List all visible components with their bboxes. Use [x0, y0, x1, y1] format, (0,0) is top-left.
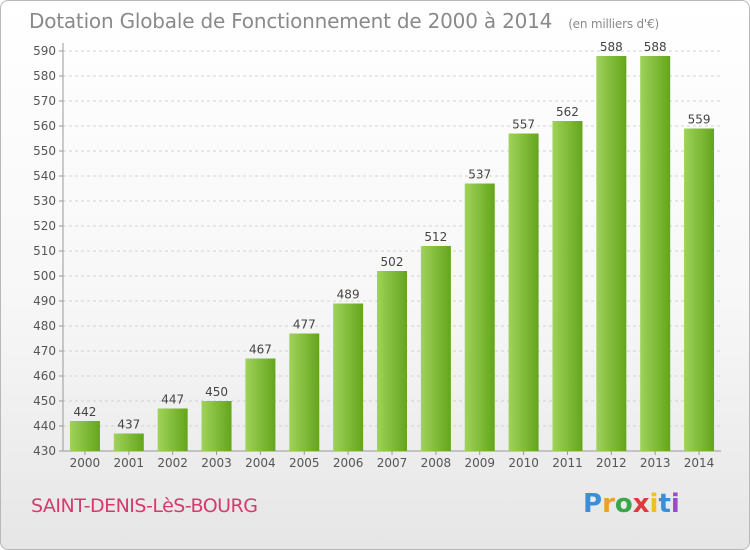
x-tick-label: 2005: [289, 456, 320, 470]
x-tick-label: 2011: [552, 456, 583, 470]
bar: [69, 421, 100, 451]
y-tick-label: 460: [33, 369, 56, 383]
logo-letter: i: [649, 489, 659, 519]
bar: [508, 133, 539, 451]
y-tick-label: 540: [33, 169, 56, 183]
x-tick-label: 2008: [421, 456, 452, 470]
y-tick-label: 520: [33, 219, 56, 233]
value-label: 477: [293, 318, 316, 332]
y-tick-label: 560: [33, 119, 56, 133]
chart-unit: (en milliers d'€): [568, 17, 659, 31]
value-label: 442: [73, 405, 96, 419]
logo-letter: i: [670, 489, 680, 519]
value-label: 450: [205, 385, 228, 399]
bar: [464, 183, 495, 451]
x-tick-label: 2006: [333, 456, 364, 470]
value-label: 467: [249, 343, 272, 357]
value-label: 588: [644, 40, 667, 54]
y-tick-label: 450: [33, 394, 56, 408]
value-label: 562: [556, 105, 579, 119]
chart-title: Dotation Globale de Fonctionnement de 20…: [29, 9, 659, 33]
logo-letter: o: [614, 489, 633, 519]
bar: [377, 271, 407, 451]
y-tick-label: 500: [33, 269, 56, 283]
logo-letter: r: [602, 489, 615, 519]
y-tick-label: 490: [33, 294, 56, 308]
bar: [201, 401, 232, 451]
bar: [552, 121, 583, 451]
logo-letter: P: [583, 489, 603, 519]
y-tick-label: 590: [33, 44, 56, 58]
y-tick-label: 440: [33, 419, 56, 433]
bars: [69, 56, 715, 451]
value-label: 489: [337, 288, 360, 302]
value-labels: 442 437 447 450 467 477 489 502 512 537 557 562 588 5…: [73, 40, 710, 432]
x-tick-label: 2000: [70, 456, 101, 470]
bar: [684, 128, 715, 451]
bar: [245, 358, 276, 451]
y-tick-labels: 430 440 450 460 470 480 490 500 510 520 530 540 550 5…: [33, 44, 56, 458]
y-tick-label: 430: [33, 444, 56, 458]
x-tick-label: 2004: [245, 456, 276, 470]
bar: [640, 56, 671, 451]
bar: [333, 303, 364, 451]
x-tick-label: 2007: [377, 456, 408, 470]
bar: [596, 56, 627, 451]
chart-title-text: Dotation Globale de Fonctionnement de 20…: [29, 9, 553, 33]
value-label: 447: [161, 393, 184, 407]
proxiti-logo: Proxiti: [583, 489, 680, 519]
logo-letter: x: [632, 489, 650, 519]
x-tick-label: 2014: [684, 456, 715, 470]
x-tick-label: 2001: [114, 456, 145, 470]
x-tick-labels: 2000 2001 2002 2003 2004 2005 2006 2007 2008 2009…: [70, 456, 715, 470]
value-label: 557: [512, 118, 535, 132]
bar: [157, 408, 188, 451]
y-tick-label: 530: [33, 194, 56, 208]
x-tick-label: 2003: [201, 456, 232, 470]
y-tick-label: 570: [33, 94, 56, 108]
x-tick-label: 2013: [640, 456, 671, 470]
y-tick-label: 510: [33, 244, 56, 258]
x-tick-label: 2012: [596, 456, 627, 470]
x-tick-label: 2009: [464, 456, 495, 470]
y-tick-label: 480: [33, 319, 56, 333]
y-tick-label: 470: [33, 344, 56, 358]
value-label: 537: [468, 168, 491, 182]
value-label: 559: [688, 113, 711, 127]
value-label: 512: [424, 230, 447, 244]
y-tick-label: 580: [33, 69, 56, 83]
value-label: 437: [117, 418, 140, 432]
bar: [420, 246, 451, 451]
x-tick-label: 2002: [157, 456, 188, 470]
commune-name: SAINT-DENIS-LèS-BOURG: [31, 495, 258, 517]
bar: [113, 433, 144, 451]
x-tick-label: 2010: [508, 456, 539, 470]
logo-letter: t: [658, 489, 671, 519]
value-label: 502: [381, 255, 404, 269]
value-label: 588: [600, 40, 623, 54]
bar: [289, 333, 320, 451]
y-tick-label: 550: [33, 144, 56, 158]
